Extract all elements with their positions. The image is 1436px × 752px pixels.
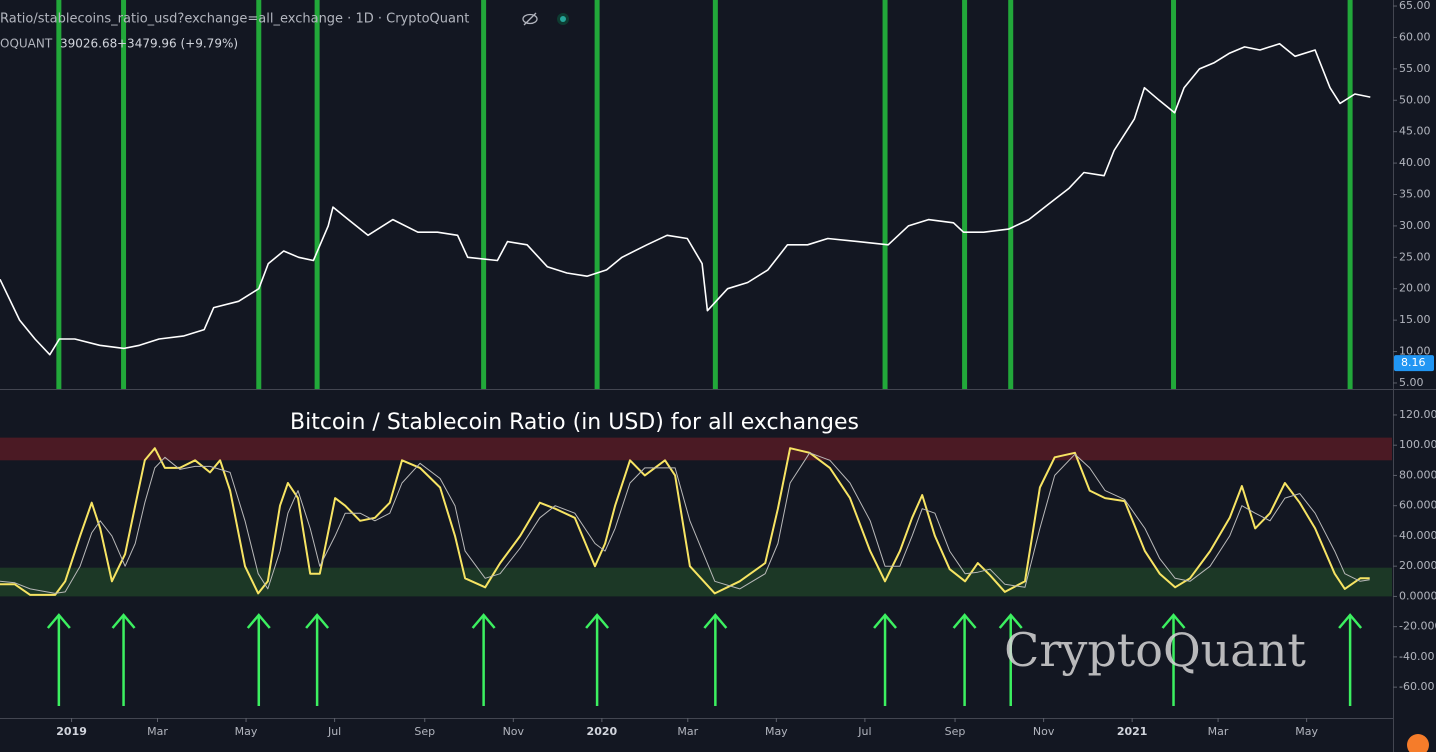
x-tick-label: May: [1295, 725, 1318, 738]
watermark: CryptoQuant: [1004, 623, 1306, 677]
band: [0, 437, 1392, 461]
legend-symbol: OQUANT: [0, 37, 53, 51]
hide-icon[interactable]: [522, 12, 538, 26]
last-value-badge: [1394, 355, 1434, 372]
arrow-head: [471, 613, 496, 629]
y-tick-label: 100.00: [1399, 438, 1436, 451]
y-tick-label: 5.00: [1399, 376, 1424, 389]
series-line: [0, 447, 1370, 596]
eye-outline: [522, 13, 538, 25]
x-tick-label: Sep: [945, 725, 966, 738]
x-tick-label: Jul: [327, 725, 341, 738]
arrow-head: [952, 613, 977, 629]
y-tick-label: 20.000: [1399, 559, 1436, 572]
x-tick-label: Sep: [414, 725, 435, 738]
y-tick-label: 0.0000: [1399, 589, 1436, 602]
y-tick-label: 40.00: [1399, 156, 1431, 169]
x-tick-label: 2020: [587, 725, 618, 738]
y-tick-label: -60.00: [1399, 680, 1434, 693]
signal-arrow: [471, 613, 496, 706]
arrow-head: [1161, 613, 1186, 629]
y-tick-label: 20.00: [1399, 282, 1431, 295]
series-line: [0, 452, 1370, 594]
y-tick-label: 15.00: [1399, 313, 1431, 326]
bands: [0, 437, 1392, 597]
y-tick-label: -20.000: [1399, 620, 1436, 633]
signal-arrow: [585, 613, 610, 706]
x-tick-label: May: [765, 725, 788, 738]
x-tick-label: Mar: [677, 725, 698, 738]
y-tick-label: 40.000: [1399, 529, 1436, 542]
y-tick-label: 45.00: [1399, 125, 1431, 138]
x-tick-label: Mar: [147, 725, 168, 738]
y-tick-label: 55.00: [1399, 62, 1431, 75]
y-tick-label: 35.00: [1399, 188, 1431, 201]
x-tick-label: Mar: [1208, 725, 1229, 738]
y-tick-label: -40.00: [1399, 650, 1434, 663]
signal-arrow: [46, 613, 71, 706]
lines: [0, 42, 1371, 596]
y-tick-label: 25.00: [1399, 250, 1431, 263]
x-tick-label: Nov: [503, 725, 525, 738]
x-tick-label: Nov: [1033, 725, 1055, 738]
eye-strike: [523, 12, 537, 26]
x-tick-label: May: [235, 725, 258, 738]
y-tick-label: 10.00: [1399, 345, 1431, 358]
x-tick-label: 2019: [56, 725, 87, 738]
series-line: [0, 42, 1371, 356]
signal-arrow: [952, 613, 977, 706]
arrow-head: [46, 613, 71, 629]
signal-arrow: [703, 613, 728, 706]
signal-arrow: [111, 613, 136, 706]
legend-change: +3479.96 (+9.79%): [117, 37, 238, 51]
signal-arrow: [998, 613, 1023, 706]
arrow-head: [585, 613, 610, 629]
y-tick-label: 65.00: [1399, 0, 1431, 12]
signal-arrow: [1338, 613, 1363, 706]
arrow-head: [998, 613, 1023, 629]
arrow-head: [703, 613, 728, 629]
signal-arrow: [1161, 613, 1186, 706]
signals: [46, 0, 1363, 706]
signal-arrow: [246, 613, 271, 706]
y-tick-label: 60.00: [1399, 30, 1431, 43]
y-tick-label: 30.00: [1399, 219, 1431, 232]
x-tick-label: Jul: [857, 725, 871, 738]
arrow-head: [873, 613, 898, 629]
corner-button[interactable]: [1407, 734, 1429, 752]
y-tick-label: 80.000: [1399, 468, 1436, 481]
arrow-head: [246, 613, 271, 629]
arrow-head: [305, 613, 330, 629]
y-tick-label: 60.000: [1399, 499, 1436, 512]
status-dot: [560, 16, 566, 22]
y-tick-label: 50.00: [1399, 93, 1431, 106]
arrow-head: [1338, 613, 1363, 629]
last-value-label: 8.16: [1401, 356, 1426, 369]
pane-title: Bitcoin / Stablecoin Ratio (in USD) for …: [290, 410, 859, 435]
signal-arrow: [873, 613, 898, 706]
arrow-head: [111, 613, 136, 629]
header-title: Ratio/stablecoins_ratio_usd?exchange=all…: [0, 12, 469, 27]
legend-value: 39026.68: [60, 37, 117, 51]
signal-arrow: [305, 613, 330, 706]
y-tick-label: 120.00: [1399, 408, 1436, 421]
axes: 65.00 60.00 55.00 50.00 45.00 40.00 35.00 30.00…: [56, 0, 1436, 738]
x-tick-label: 2021: [1117, 725, 1148, 738]
